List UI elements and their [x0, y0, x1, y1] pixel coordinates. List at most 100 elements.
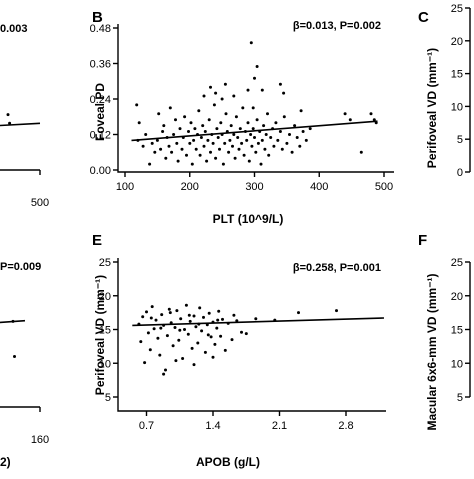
panel-b-point	[359, 150, 363, 154]
panel-b-point	[232, 94, 236, 98]
panel-d-x-axis-label-fragment: 2)	[0, 455, 11, 469]
panel-b-point	[285, 141, 289, 145]
panel-a-point	[8, 121, 12, 125]
panel-e-axes	[117, 258, 386, 412]
panel-b-point	[141, 144, 145, 148]
panel-a-point	[6, 113, 10, 117]
panel-b-point	[264, 133, 268, 136]
panel-b-point	[301, 130, 305, 133]
panel-e-point	[192, 363, 196, 367]
panel-b-point	[250, 144, 254, 148]
panel-b-x-ticks: 100 200 300 400 500	[116, 172, 393, 193]
panel-e-point	[192, 314, 196, 318]
panel-f-y-tick-label: 15	[451, 325, 463, 337]
panel-b-point	[197, 109, 201, 113]
panel-b-axes	[117, 24, 394, 173]
panel-f-y-tick-label: 10	[451, 358, 463, 370]
panel-b-y-tick-label: 0.12	[90, 130, 111, 142]
panel-b-point	[372, 118, 376, 122]
panel-e-point	[235, 319, 239, 323]
panel-b-point	[266, 112, 269, 116]
panel-b-point	[348, 118, 352, 122]
panel-e-point	[196, 341, 200, 345]
panel-e-point	[178, 328, 182, 332]
panel-b-point	[241, 106, 245, 110]
panel-a-points	[6, 113, 12, 125]
panel-b-point	[190, 162, 194, 166]
panel-b-point	[188, 141, 192, 145]
panel-f-letter: F	[418, 232, 427, 249]
panel-b-point	[220, 97, 224, 101]
panel-b-point	[290, 150, 294, 154]
panel-c-y-axis-label: Perifoveal VD (mm⁻¹)	[425, 48, 439, 168]
panel-b-regression-line	[131, 120, 378, 142]
panel-c-y-ticks: 0 5 10 15 20 25	[451, 3, 471, 179]
panel-e-point	[187, 313, 191, 317]
panel-b-point	[269, 136, 273, 139]
panel-b-letter: B	[92, 9, 103, 26]
panel-e-x-axis-label: APOB (g/L)	[196, 455, 260, 469]
panel-b-point	[185, 153, 188, 157]
panel-b-point	[224, 112, 228, 116]
panel-b-point	[272, 144, 276, 148]
panel-e-point	[202, 315, 205, 319]
panel-c-y-tick-label: 15	[451, 69, 463, 81]
panel-b-x-tick-label: 400	[310, 181, 328, 193]
panel-e-point	[223, 348, 227, 352]
panel-b-x-tick-label: 200	[181, 181, 199, 193]
panel-b-point	[262, 124, 266, 128]
panel-f-y-tick-label: 25	[451, 257, 463, 269]
panel-e-point	[148, 348, 152, 352]
panel-d-point	[13, 355, 16, 358]
panel-e-point	[162, 372, 166, 376]
panel-b-point	[246, 121, 250, 125]
panel-e-point	[194, 325, 198, 329]
panel-d-stat-text: P=0.009	[0, 261, 41, 273]
panel-b-point	[295, 136, 299, 139]
panel-b-point	[189, 121, 193, 125]
panel-e-x-tick-label: 1.4	[205, 420, 220, 432]
panel-e-point	[141, 315, 145, 319]
panel-b-point	[249, 133, 253, 136]
panel-c-y-tick-label: 10	[451, 101, 463, 113]
panel-b-point	[251, 106, 255, 110]
panel-b-point	[150, 141, 154, 145]
panel-e-point	[190, 346, 194, 350]
panel-b-point	[148, 162, 152, 166]
panel-b-points	[135, 41, 378, 166]
panel-e-point	[175, 309, 179, 313]
panel-e-letter: E	[92, 232, 102, 249]
panel-e-point	[198, 306, 202, 310]
panel-b-point	[255, 65, 259, 68]
panel-b-point	[161, 130, 165, 133]
panel-e-stat-text: β=0.258, P=0.001	[293, 262, 381, 274]
panel-b-point	[256, 141, 260, 145]
panel-e-point	[211, 355, 215, 359]
panel-b-point	[263, 147, 267, 151]
panel-e-point	[179, 317, 183, 321]
panel-e-point	[150, 305, 154, 309]
panel-b-point	[211, 141, 215, 145]
panel-b-point	[159, 147, 163, 151]
panel-b-y-tick-label: 0.24	[90, 94, 111, 106]
panel-e-point	[168, 311, 172, 315]
panel-e-point	[297, 311, 300, 315]
panel-b-point	[246, 88, 250, 92]
panel-e: E β=0.258, P=0.001 Perifoveal VD (mm⁻¹) …	[92, 232, 386, 469]
panel-e-point	[181, 357, 185, 360]
panel-b-point	[214, 156, 218, 160]
panel-f-y-ticks: 5 10 15 20 25	[451, 257, 471, 404]
panel-b-point	[170, 150, 174, 154]
panel-e-x-tick-label: 2.8	[338, 420, 353, 432]
panel-b-y-ticks: 0.00 0.12 0.24 0.36 0.48	[90, 23, 118, 177]
panel-c-y-tick-label: 5	[457, 134, 463, 146]
panel-b-point	[162, 124, 166, 128]
panel-b-point	[247, 159, 251, 163]
panel-b-point	[192, 138, 196, 142]
panel-e-point	[205, 323, 209, 327]
panel-c-letter: C	[418, 9, 429, 26]
panel-f-y-tick-label: 20	[451, 291, 463, 303]
panel-b-point	[234, 115, 238, 119]
panel-e-point	[221, 317, 224, 321]
panel-b-point	[259, 162, 263, 166]
